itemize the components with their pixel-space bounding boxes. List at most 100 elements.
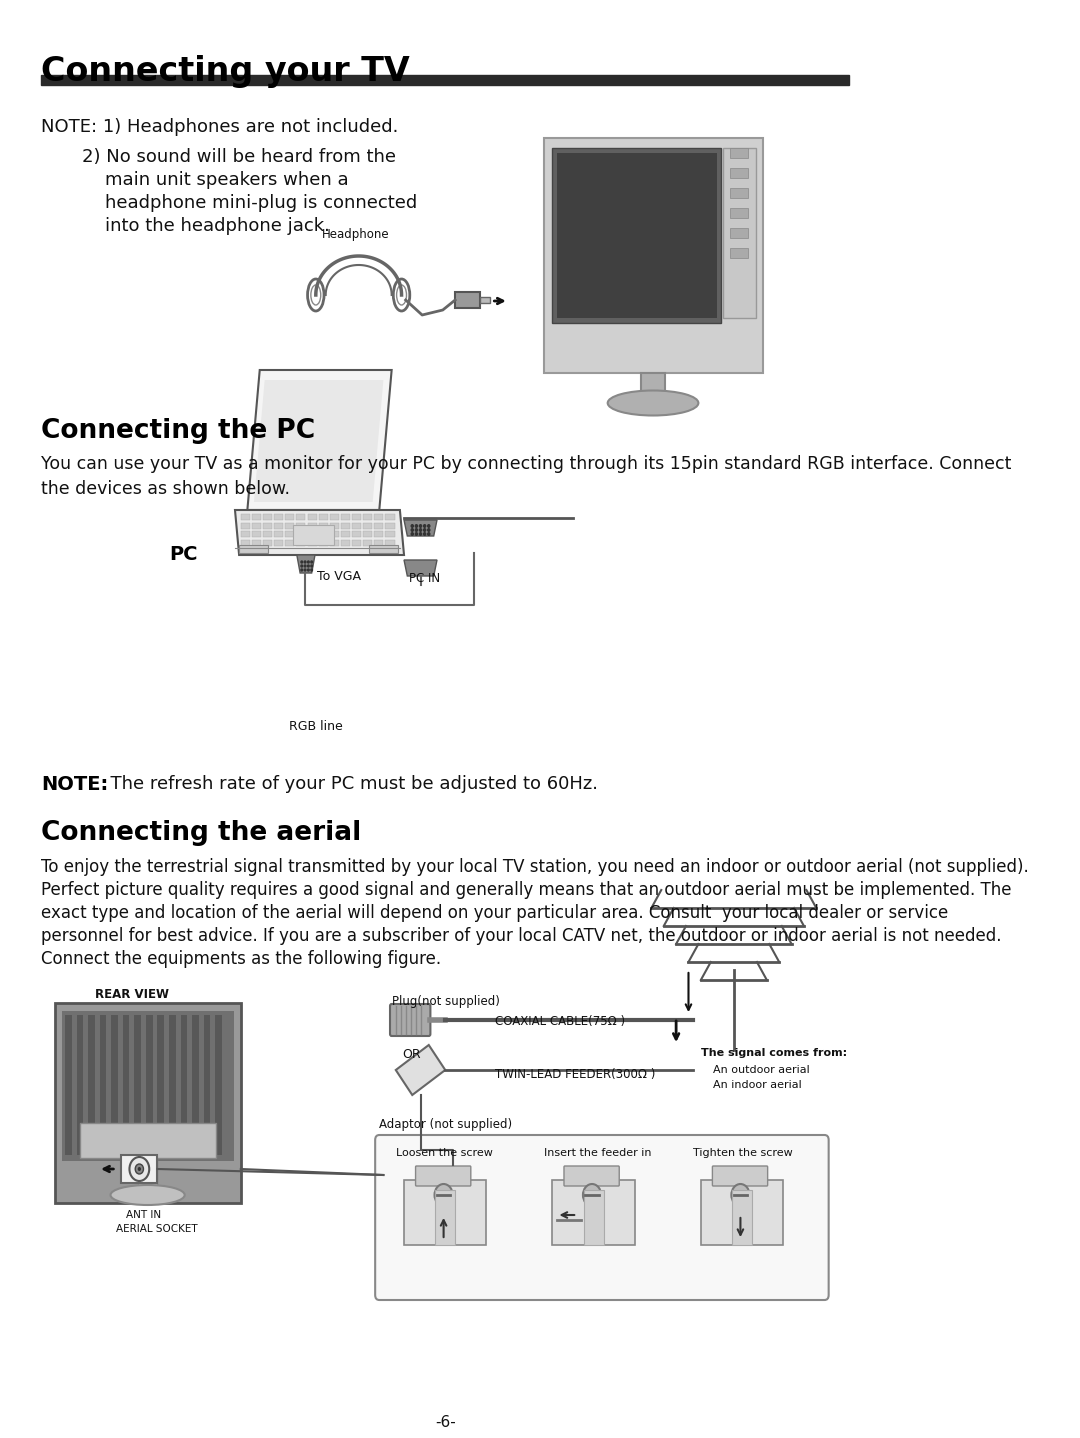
Polygon shape	[404, 559, 437, 577]
Text: Connecting your TV: Connecting your TV	[41, 55, 410, 88]
Bar	[241, 522, 249, 529]
Text: Connecting the PC: Connecting the PC	[41, 418, 315, 444]
Circle shape	[305, 561, 306, 564]
Circle shape	[428, 529, 430, 531]
Bar	[55, 1002, 241, 1204]
Circle shape	[135, 1163, 144, 1173]
Bar	[375, 522, 383, 529]
Bar	[308, 513, 316, 521]
Bar	[285, 513, 295, 521]
Bar	[341, 539, 350, 545]
Circle shape	[428, 525, 430, 528]
Bar	[341, 531, 350, 536]
Circle shape	[416, 532, 418, 535]
Bar	[99, 1015, 106, 1155]
Circle shape	[308, 565, 309, 567]
Bar	[455, 292, 480, 308]
Bar	[180, 1015, 187, 1155]
Polygon shape	[247, 370, 392, 510]
Circle shape	[434, 1183, 453, 1206]
Bar	[274, 539, 283, 545]
Text: NOTE:: NOTE:	[41, 775, 108, 794]
Text: Insert the feeder in: Insert the feeder in	[544, 1148, 651, 1158]
Bar	[62, 1011, 234, 1160]
Bar	[77, 1015, 83, 1155]
Bar	[285, 539, 295, 545]
Bar	[363, 522, 373, 529]
Bar	[252, 539, 261, 545]
Bar	[274, 531, 283, 536]
Bar	[352, 513, 361, 521]
Text: the devices as shown below.: the devices as shown below.	[41, 480, 291, 498]
Bar	[252, 522, 261, 529]
FancyBboxPatch shape	[564, 1166, 619, 1186]
Bar	[137, 1158, 158, 1188]
Circle shape	[308, 561, 309, 564]
Bar	[241, 513, 249, 521]
Circle shape	[411, 532, 414, 535]
Bar	[544, 138, 762, 372]
Bar	[363, 531, 373, 536]
Text: TWIN-LEAD FEEDER(300Ω ): TWIN-LEAD FEEDER(300Ω )	[495, 1068, 656, 1081]
FancyBboxPatch shape	[713, 1166, 768, 1186]
Text: Tighten the screw: Tighten the screw	[692, 1148, 793, 1158]
Bar	[375, 531, 383, 536]
Bar	[111, 1015, 118, 1155]
Bar	[404, 1181, 486, 1245]
Bar	[239, 545, 268, 554]
Circle shape	[423, 529, 426, 531]
Bar	[352, 539, 361, 545]
Text: ANT IN: ANT IN	[126, 1209, 161, 1219]
Bar	[584, 1191, 604, 1245]
Bar	[319, 513, 327, 521]
Bar	[264, 531, 272, 536]
Bar	[386, 522, 394, 529]
Bar	[89, 1015, 95, 1155]
Bar	[329, 522, 339, 529]
Text: NOTE: 1) Headphones are not included.: NOTE: 1) Headphones are not included.	[41, 118, 399, 137]
Bar	[375, 539, 383, 545]
Ellipse shape	[110, 1185, 185, 1205]
FancyBboxPatch shape	[390, 1004, 431, 1035]
Bar	[308, 539, 316, 545]
Bar	[296, 531, 306, 536]
Circle shape	[137, 1168, 141, 1171]
Bar	[80, 1123, 216, 1158]
Bar	[480, 298, 489, 303]
Circle shape	[423, 532, 426, 535]
Bar	[296, 522, 306, 529]
Bar	[308, 522, 316, 529]
Circle shape	[311, 561, 312, 564]
Bar	[701, 1181, 783, 1245]
Text: The refresh rate of your PC must be adjusted to 60Hz.: The refresh rate of your PC must be adju…	[99, 775, 598, 792]
Text: Adaptor (not supplied): Adaptor (not supplied)	[379, 1117, 512, 1132]
Bar	[319, 522, 327, 529]
Circle shape	[411, 529, 414, 531]
Bar	[204, 1015, 211, 1155]
Text: OR: OR	[403, 1048, 421, 1061]
Text: To enjoy the terrestrial signal transmitted by your local TV station, you need a: To enjoy the terrestrial signal transmit…	[41, 858, 1029, 876]
Bar	[553, 1181, 635, 1245]
Text: into the headphone jack.: into the headphone jack.	[82, 217, 330, 234]
Circle shape	[305, 569, 306, 571]
Text: Loosen the screw: Loosen the screw	[395, 1148, 492, 1158]
Text: AERIAL SOCKET: AERIAL SOCKET	[117, 1224, 198, 1234]
Bar	[192, 1015, 199, 1155]
Bar	[329, 531, 339, 536]
Bar	[274, 522, 283, 529]
Text: An indoor aerial: An indoor aerial	[713, 1080, 802, 1090]
Bar	[215, 1015, 221, 1155]
Bar	[730, 229, 747, 239]
Circle shape	[428, 532, 430, 535]
Bar	[329, 539, 339, 545]
FancyBboxPatch shape	[375, 1135, 828, 1300]
Circle shape	[301, 565, 302, 567]
Bar	[158, 1015, 164, 1155]
Circle shape	[419, 525, 421, 528]
Polygon shape	[297, 555, 315, 572]
Bar	[386, 539, 394, 545]
Bar	[724, 148, 756, 318]
Circle shape	[419, 532, 421, 535]
Text: personnel for best advice. If you are a subscriber of your local CATV net, the o: personnel for best advice. If you are a …	[41, 928, 1002, 945]
Bar	[556, 152, 717, 318]
